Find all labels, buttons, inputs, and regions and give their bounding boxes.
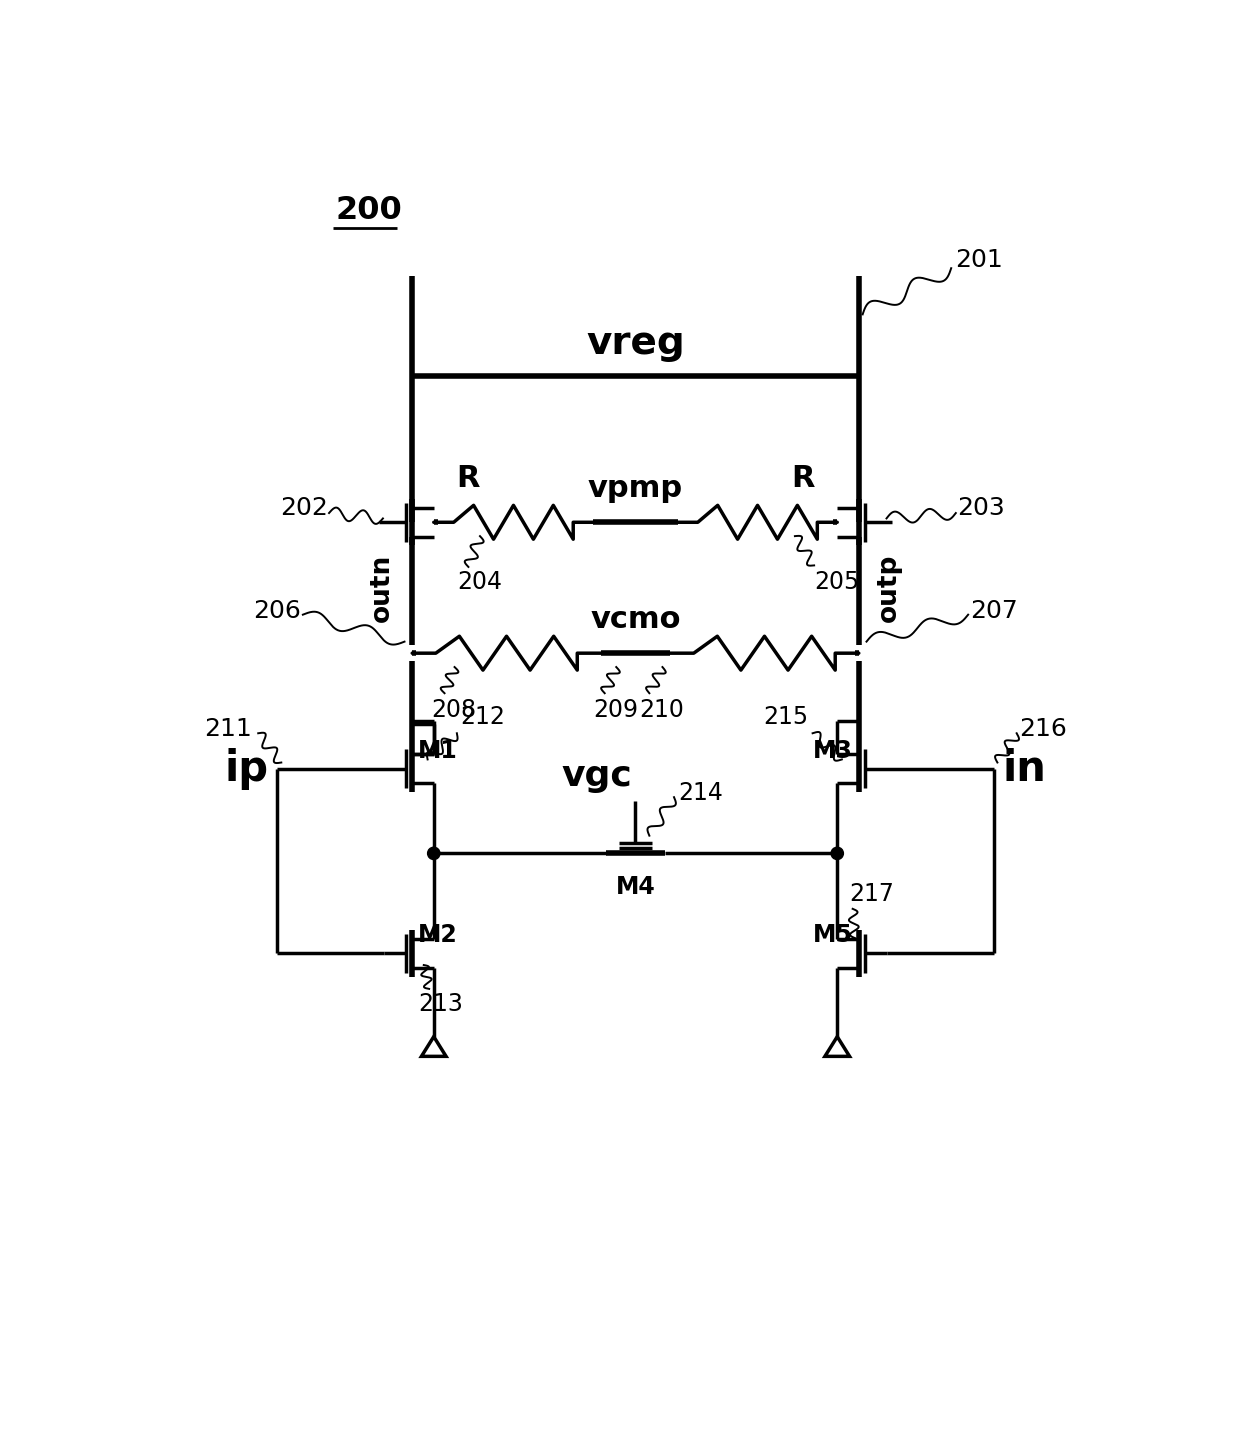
Text: vreg: vreg bbox=[587, 324, 684, 362]
Text: ip: ip bbox=[224, 748, 268, 790]
Text: 212: 212 bbox=[460, 704, 505, 729]
Text: 209: 209 bbox=[593, 698, 639, 722]
Text: M3: M3 bbox=[812, 739, 853, 762]
Text: R: R bbox=[791, 465, 815, 494]
Text: 210: 210 bbox=[640, 698, 684, 722]
Text: in: in bbox=[1003, 748, 1047, 790]
Text: 216: 216 bbox=[1019, 717, 1066, 741]
Text: 217: 217 bbox=[849, 881, 894, 906]
Text: 213: 213 bbox=[418, 992, 464, 1016]
Text: 206: 206 bbox=[253, 598, 300, 623]
Text: 214: 214 bbox=[678, 781, 723, 806]
Text: M4: M4 bbox=[615, 876, 656, 899]
Text: 215: 215 bbox=[764, 704, 808, 729]
Text: 200: 200 bbox=[335, 195, 402, 227]
Text: 208: 208 bbox=[432, 698, 476, 722]
Text: M5: M5 bbox=[812, 923, 853, 947]
Text: outp: outp bbox=[875, 553, 901, 621]
Text: outn: outn bbox=[370, 553, 396, 621]
Text: M2: M2 bbox=[418, 923, 458, 947]
Circle shape bbox=[831, 847, 843, 860]
Text: vcmo: vcmo bbox=[590, 605, 681, 635]
Text: 204: 204 bbox=[456, 571, 502, 594]
Text: 205: 205 bbox=[815, 571, 859, 594]
Text: R: R bbox=[456, 465, 480, 494]
Text: 202: 202 bbox=[280, 497, 327, 520]
Text: 211: 211 bbox=[205, 717, 252, 741]
Text: 207: 207 bbox=[971, 598, 1018, 623]
Text: 203: 203 bbox=[957, 497, 1006, 520]
Text: vpmp: vpmp bbox=[588, 473, 683, 502]
Text: M1: M1 bbox=[418, 739, 458, 762]
Circle shape bbox=[428, 847, 440, 860]
Text: vgc: vgc bbox=[562, 759, 632, 793]
Text: 201: 201 bbox=[955, 248, 1003, 273]
